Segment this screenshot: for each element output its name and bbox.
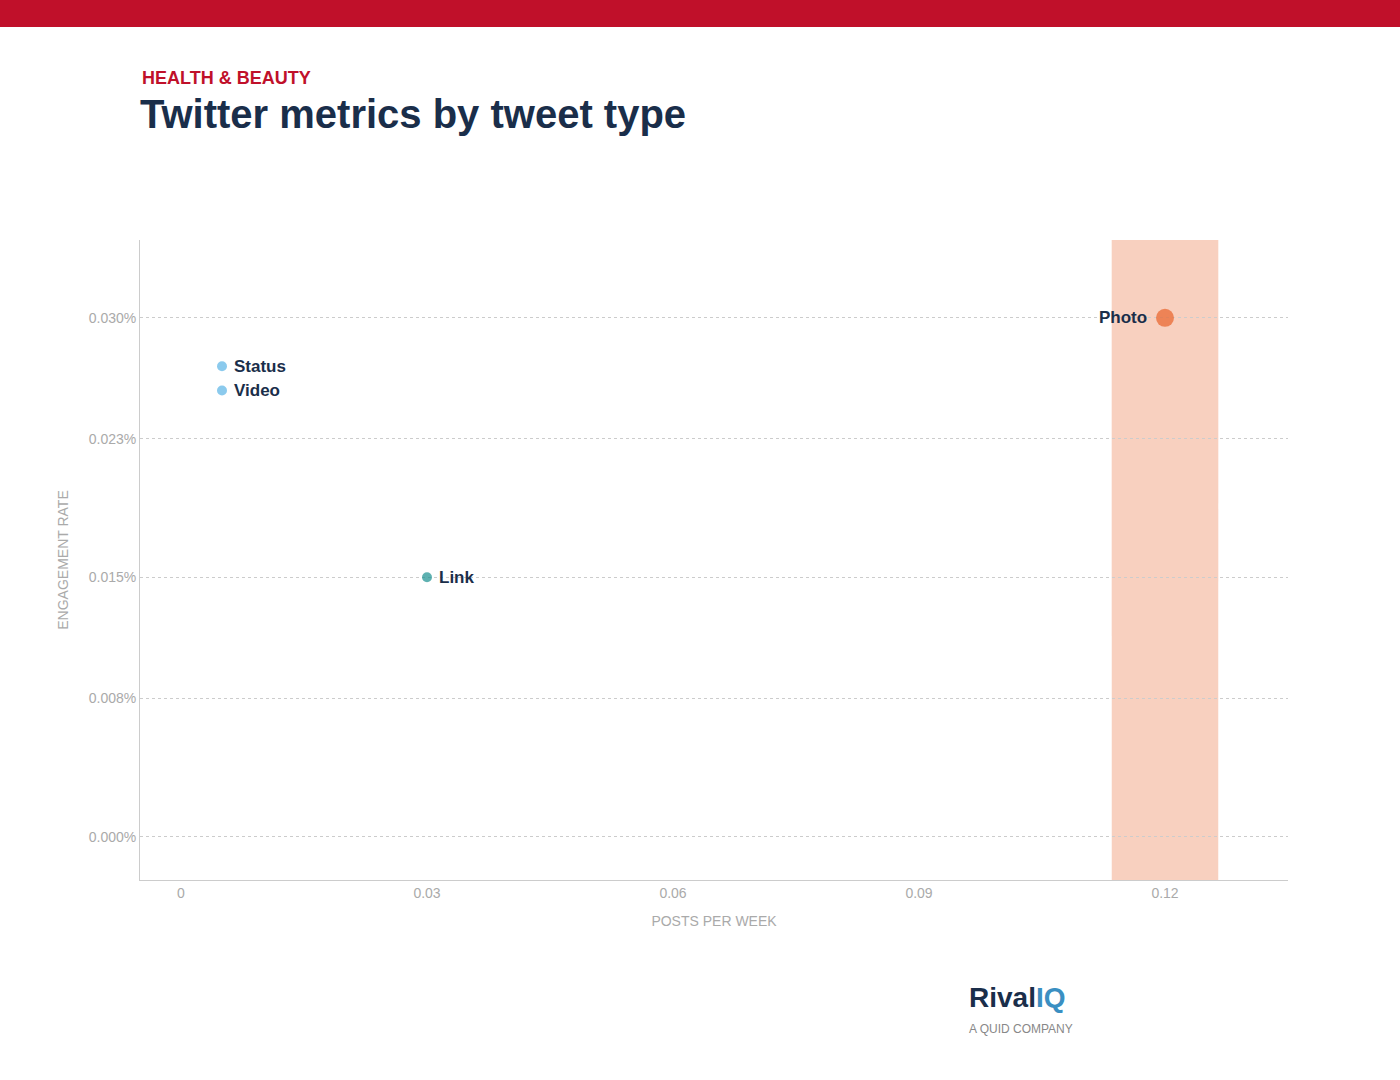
svg-text:Twitter metrics by tweet type: Twitter metrics by tweet type (140, 92, 686, 136)
svg-text:POSTS PER WEEK: POSTS PER WEEK (651, 913, 777, 929)
svg-text:Link: Link (439, 568, 474, 587)
svg-text:0.09: 0.09 (905, 885, 932, 901)
svg-text:Video: Video (234, 381, 280, 400)
svg-text:0: 0 (177, 885, 185, 901)
svg-text:0.015%: 0.015% (89, 569, 136, 585)
svg-text:HEALTH & BEAUTY: HEALTH & BEAUTY (142, 68, 311, 88)
svg-text:0.023%: 0.023% (89, 431, 136, 447)
svg-text:0.008%: 0.008% (89, 690, 136, 706)
svg-text:0.000%: 0.000% (89, 829, 136, 845)
svg-text:Photo: Photo (1099, 308, 1147, 327)
svg-text:0.03: 0.03 (413, 885, 440, 901)
svg-text:ENGAGEMENT RATE: ENGAGEMENT RATE (55, 490, 71, 630)
svg-text:0.06: 0.06 (659, 885, 686, 901)
svg-text:0.030%: 0.030% (89, 310, 136, 326)
svg-text:A QUID COMPANY: A QUID COMPANY (969, 1022, 1073, 1036)
svg-text:RivalIQ: RivalIQ (969, 982, 1066, 1013)
svg-text:Status: Status (234, 357, 286, 376)
svg-text:0.12: 0.12 (1151, 885, 1178, 901)
